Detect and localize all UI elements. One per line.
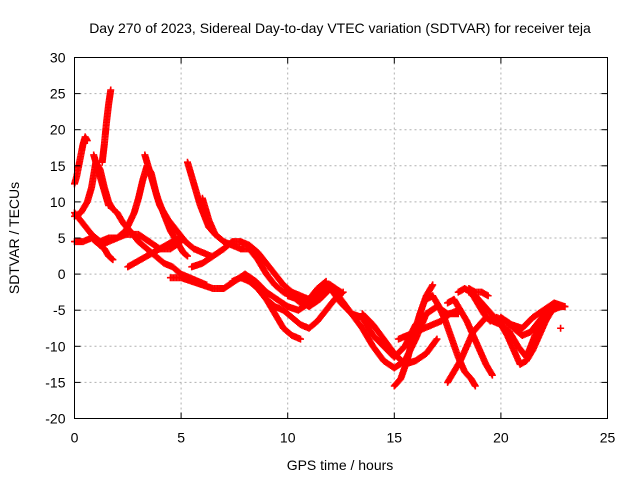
series-track xyxy=(465,288,569,368)
y-tick-label: 0 xyxy=(58,266,66,282)
data-point xyxy=(557,324,565,332)
data-point xyxy=(471,382,479,390)
data-point xyxy=(429,281,437,289)
data-point xyxy=(339,288,347,296)
x-tick-label: 10 xyxy=(280,430,296,446)
data-point xyxy=(108,255,116,263)
series-track xyxy=(305,281,462,372)
y-tick-label: -5 xyxy=(53,302,66,318)
data-point xyxy=(183,252,191,260)
x-tick-label: 20 xyxy=(493,430,509,446)
data-point xyxy=(432,336,440,344)
y-tick-label: 15 xyxy=(50,158,66,174)
y-tick-label: 20 xyxy=(50,122,66,138)
data-point xyxy=(211,230,219,238)
y-tick-label: -10 xyxy=(45,338,65,354)
x-tick-label: 15 xyxy=(387,430,403,446)
data-point xyxy=(296,335,304,343)
series-track xyxy=(422,292,479,390)
x-tick-label: 0 xyxy=(71,430,79,446)
data-point xyxy=(177,234,185,242)
x-tick-label: 25 xyxy=(600,430,616,446)
series-track xyxy=(497,299,569,332)
series-track xyxy=(124,234,185,271)
y-tick-label: 5 xyxy=(58,230,66,246)
data-point xyxy=(107,86,115,94)
data-point xyxy=(182,251,190,259)
series-track xyxy=(237,274,347,332)
series-track xyxy=(98,86,115,166)
y-tick-label: 25 xyxy=(50,86,66,102)
series-track xyxy=(71,234,117,264)
data-point xyxy=(561,303,569,311)
series-track xyxy=(557,324,565,332)
y-axis-label: SDTVAR / TECUs xyxy=(6,182,22,294)
y-tick-label: -20 xyxy=(45,411,65,427)
y-tick-label: 10 xyxy=(50,194,66,210)
x-tick-label: 5 xyxy=(177,430,185,446)
series-track xyxy=(71,133,91,188)
data-point xyxy=(109,256,117,264)
series-track xyxy=(390,281,437,390)
data-point xyxy=(83,137,91,145)
data-point xyxy=(488,371,496,379)
data-point xyxy=(433,335,441,343)
series-track xyxy=(198,194,219,238)
y-tick-label: 30 xyxy=(50,50,66,66)
data-point xyxy=(484,292,492,300)
x-axis-label: GPS time / hours xyxy=(287,457,394,473)
data-series xyxy=(71,86,569,390)
series-track xyxy=(444,295,496,379)
series-track xyxy=(141,151,191,260)
grid-lines xyxy=(74,57,608,419)
axis-ticks: 0 5 10 15 20 25 -20 -15 -10 -5 0 5 10 15 20 25 30 xyxy=(45,50,615,446)
y-tick-label: -15 xyxy=(45,374,65,390)
series-track xyxy=(465,285,492,300)
chart-title: Day 270 of 2023, Sidereal Day-to-day VTE… xyxy=(89,20,591,36)
